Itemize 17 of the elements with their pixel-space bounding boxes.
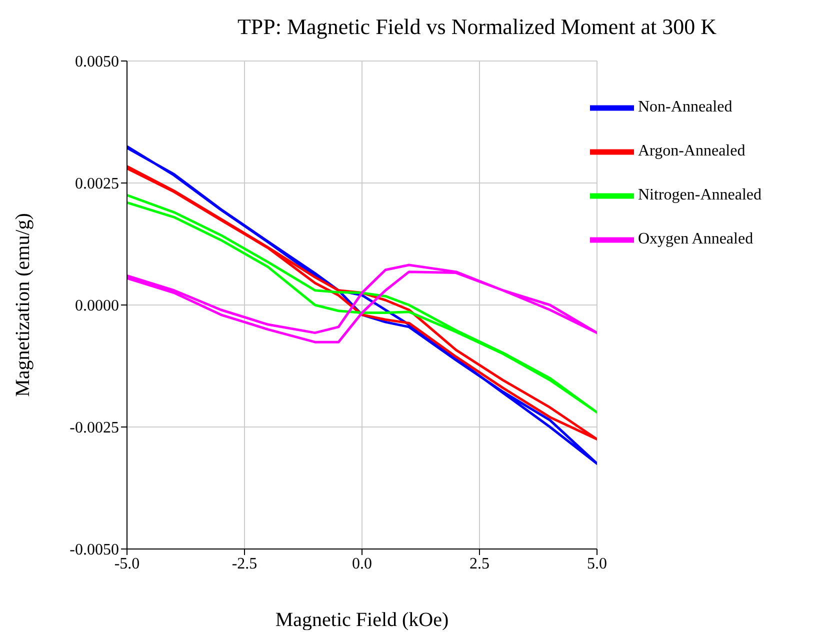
- y-axis-title: Magnetization (emu/g): [12, 213, 34, 397]
- legend-label: Non-Annealed: [638, 98, 732, 116]
- chart-title: TPP: Magnetic Field vs Normalized Moment at 300 K: [236, 14, 718, 40]
- line-series: [127, 264, 597, 344]
- x-axis-title: Magnetic Field (kOe): [275, 609, 449, 631]
- y-tick-label: 0.0050: [75, 54, 119, 71]
- legend-label: Nitrogen-Annealed: [638, 186, 762, 204]
- x-tick-label: 5.0: [587, 555, 607, 572]
- legend-label: Oxygen Annealed: [638, 230, 754, 248]
- y-tick-label: 0.0000: [75, 298, 119, 315]
- line-series: [127, 194, 597, 414]
- y-tick-label: -0.0025: [70, 420, 119, 437]
- x-tick-label: -2.5: [232, 555, 258, 572]
- legend-label: Argon-Annealed: [638, 142, 746, 160]
- y-tick-label: 0.0025: [75, 176, 119, 193]
- x-tick-label: 2.5: [470, 555, 490, 572]
- x-tick-label: 0.0: [352, 555, 372, 572]
